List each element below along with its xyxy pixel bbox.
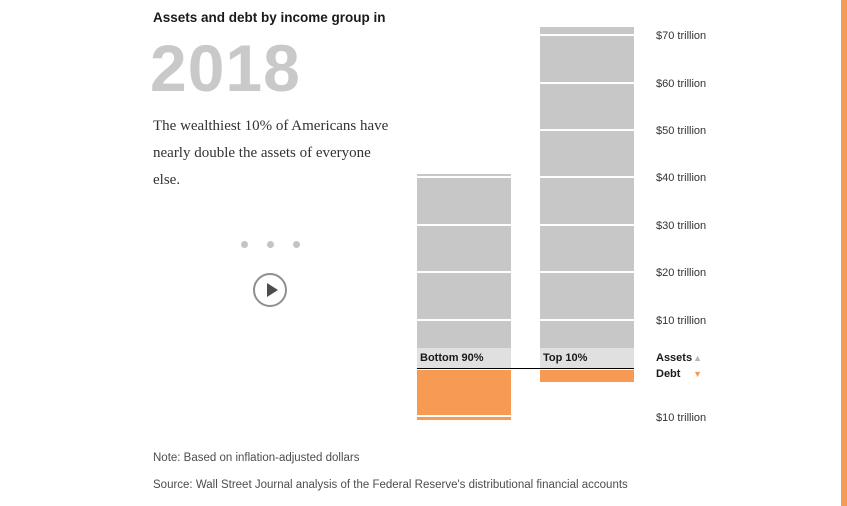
legend-label-assets: Assets [656,352,693,364]
chart-source: Source: Wall Street Journal analysis of … [153,479,628,491]
assets-segment-gap [417,223,511,226]
debt-segment-gap [417,415,511,418]
axis-label-20t: $20 trillion [656,267,707,280]
carousel-dots [241,241,300,248]
axis-label-50t: $50 trillion [656,125,707,137]
assets-segment-gap [540,176,634,179]
zero-baseline [417,368,634,369]
assets-segment-gap [540,81,634,84]
legend-label-debt: Debt [656,368,681,380]
carousel-dot-1[interactable] [241,241,248,248]
chart-description: The wealthiest 10% of Americans have nea… [153,118,389,188]
play-icon [266,283,278,297]
category-label-2: Top 10% [543,352,588,364]
assets-direction-icon: ▲ [693,352,702,363]
chart-year: 2018 [150,31,301,105]
chart-kicker: Assets and debt by income group in [153,10,386,25]
axis-label-10t: $10 trillion [656,314,707,327]
assets-segment-gap [417,318,511,321]
debt-bar-2 [540,370,634,383]
debt-direction-icon: ▼ [693,368,702,379]
category-label-band [417,348,511,368]
assets-segment-gap [540,318,634,321]
assets-segment-gap [417,176,511,179]
assets-segment-gap [540,223,634,226]
right-edge-accent-bar [841,0,847,506]
assets-segment-gap [540,34,634,37]
axis-label-debt-10t: $10 trillion [656,412,707,425]
chart-note: Note: Based on inflation-adjusted dollar… [153,452,360,464]
assets-bar-1 [417,173,511,368]
axis-label-60t: $60 trillion [656,77,707,90]
debt-bar-1 [417,370,511,421]
category-label-band [540,348,634,368]
axis-label-30t: $30 trillion [656,219,707,232]
carousel-dot-2[interactable] [267,241,274,248]
assets-segment-gap [540,271,634,274]
category-label-1: Bottom 90% [420,352,484,364]
carousel-dot-3[interactable] [293,241,300,248]
assets-segment-gap [417,271,511,274]
assets-segment-gap [540,129,634,131]
assets-bar-2 [540,26,634,368]
axis-label-40t: $40 trillion [656,172,707,185]
play-button[interactable] [253,273,287,307]
legend-debt: Debt ▼ [656,368,702,380]
legend-assets: Assets ▲ [656,352,702,364]
axis-label-70t: $70 trillion [656,30,707,43]
